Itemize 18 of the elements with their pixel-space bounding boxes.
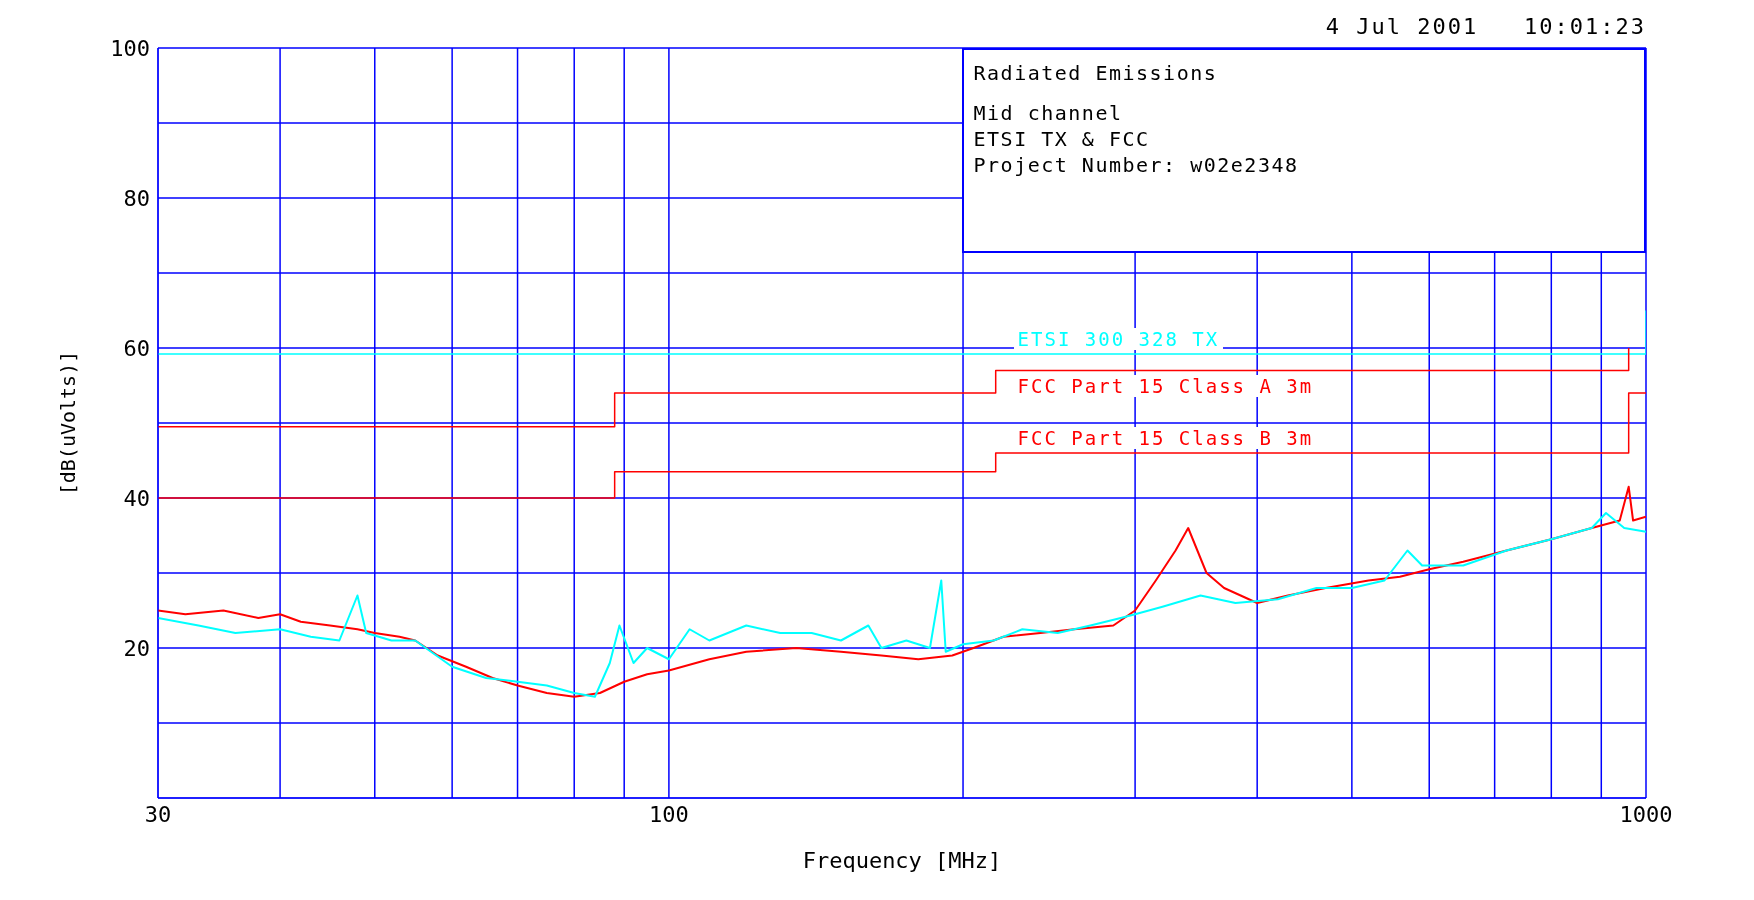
x-tick-label: 100: [649, 801, 689, 827]
text: 4 Jul 2001 10:01:23: [1325, 14, 1646, 39]
y-tick-label: 100: [110, 35, 150, 61]
annotation: ETSI TX & FCC: [973, 126, 1151, 152]
y-tick-label: 40: [123, 485, 150, 511]
x-axis-title: Frequency [MHz]: [802, 848, 1002, 873]
y-axis-title: [dB(uVolts)]: [56, 350, 81, 496]
x-tick-label: 30: [144, 801, 172, 827]
series-label: FCC Part 15 Class A 3m: [1013, 374, 1318, 397]
annotation: Mid channel: [973, 100, 1124, 126]
series-label: FCC Part 15 Class B 3m: [1013, 427, 1318, 449]
annotation: Radiated Emissions: [973, 60, 1219, 86]
x-tick-label: 1000: [1619, 801, 1673, 827]
y-tick-label: 20: [123, 635, 150, 661]
series-label: ETSI 300 328 TX: [1013, 328, 1224, 350]
annotation: Project Number: w02e2348: [973, 152, 1300, 178]
y-tick-label: 60: [123, 335, 150, 361]
y-tick-label: 80: [123, 185, 150, 211]
